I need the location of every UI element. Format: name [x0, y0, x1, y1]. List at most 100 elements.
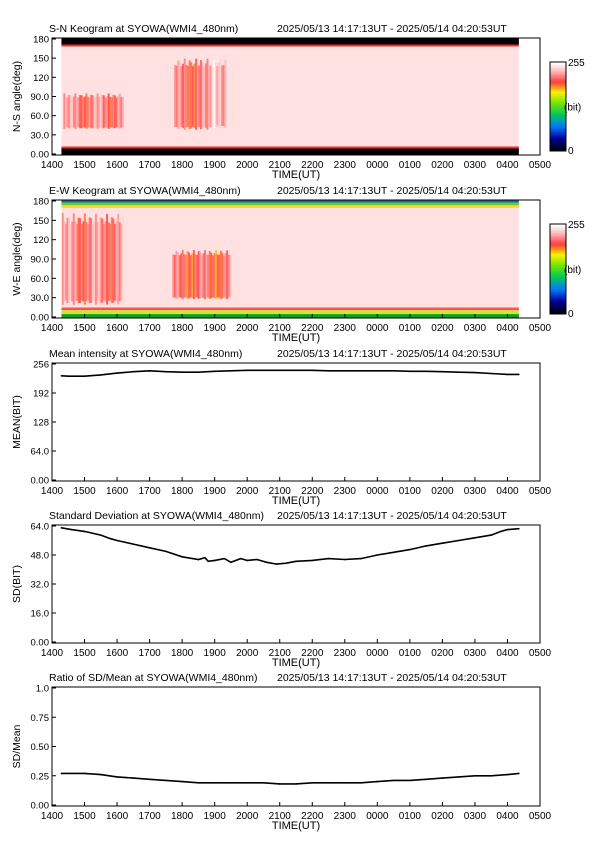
- aurora-streak: [224, 253, 227, 299]
- aurora-streak: [201, 62, 204, 129]
- x-axis-label: TIME(UT): [272, 820, 320, 832]
- x-tick-label: 2000: [236, 811, 259, 822]
- aurora-streak: [188, 60, 191, 130]
- data-point: [518, 772, 520, 775]
- aurora-streak: [219, 59, 222, 129]
- colorbar-step: [550, 132, 566, 135]
- colorbar-step: [550, 100, 566, 103]
- data-point: [132, 543, 135, 545]
- colorbar-step: [550, 109, 566, 112]
- data-point: [500, 530, 502, 533]
- aurora-streak: [106, 213, 109, 305]
- data-point: [295, 783, 297, 785]
- x-tick-label: 1900: [204, 486, 227, 497]
- aurora-streak: [186, 251, 189, 299]
- colorbar-step: [550, 236, 566, 239]
- time-axis: 1400 1500 1600 1700 1800 1900 2000 2100 2200 2300…: [41, 477, 552, 507]
- data-point: [392, 369, 395, 372]
- colorbar-step: [550, 119, 566, 121]
- x-tick-label: 1700: [138, 160, 161, 171]
- x-axis-label: TIME(UT): [272, 495, 320, 507]
- aurora-streak: [74, 221, 77, 302]
- y-axis: 0.00 64.0 128 192 256 MEAN(BIT): [11, 360, 56, 487]
- data-point: [506, 373, 509, 376]
- x-tick-label: 1600: [106, 811, 129, 822]
- data-point: [344, 558, 346, 561]
- colorbar-step: [550, 274, 566, 277]
- y-tick-label: 48.0: [31, 551, 50, 562]
- colorbar-step: [550, 232, 566, 235]
- data-point: [311, 559, 314, 562]
- colorbar-step: [550, 246, 566, 249]
- aurora-streak: [175, 65, 178, 127]
- aurora-streak: [208, 65, 211, 128]
- x-tick-label: 0500: [529, 811, 552, 822]
- aurora-streak: [96, 93, 99, 129]
- data-point: [197, 371, 200, 373]
- x-tick-label: 2200: [301, 323, 324, 334]
- x-tick-label: 1600: [106, 323, 129, 334]
- aurora-streak: [221, 252, 224, 299]
- colorbar-step: [550, 229, 566, 232]
- x-tick-label: 1400: [41, 323, 64, 334]
- y-tick-label: 90.0: [31, 255, 50, 266]
- y-tick-label: 150: [33, 54, 49, 65]
- colorbar-step: [550, 78, 566, 81]
- aurora-streak: [114, 95, 116, 129]
- y-axis: 0.00 0.25 0.50 0.75 1.0 SD/Mean: [11, 684, 56, 812]
- colorbar-step: [550, 304, 566, 307]
- y-axis: 0.00 30.0 60.0 90.0 120 150 180 W-E angle(deg): [11, 197, 56, 324]
- colorbar-step: [550, 130, 566, 133]
- data-point: [327, 557, 330, 560]
- y-tick-label: 90.0: [31, 92, 50, 103]
- time-range-label: 2025/05/13 14:17:13UT - 2025/05/14 04:20…: [277, 348, 507, 360]
- colorbar-step: [550, 127, 566, 130]
- y-tick-label: 0.00: [31, 638, 50, 649]
- colorbar-step: [550, 121, 566, 124]
- aurora-streak: [200, 255, 203, 298]
- colorbar-step: [550, 247, 566, 250]
- colorbar-step: [550, 141, 566, 144]
- aurora-streak: [180, 253, 183, 298]
- data-point: [425, 778, 427, 781]
- x-tick-label: 2200: [301, 648, 324, 659]
- data-point: [474, 371, 476, 374]
- data-point: [425, 545, 427, 547]
- aurora-streak: [218, 254, 221, 298]
- colorbar-step: [550, 285, 566, 288]
- x-tick-label: 0000: [366, 486, 389, 497]
- data-point: [67, 375, 70, 378]
- y-tick-label: 64.0: [31, 447, 50, 458]
- data-point: [116, 539, 118, 542]
- x-tick-label: 1800: [171, 160, 194, 171]
- aurora-streak: [102, 223, 105, 301]
- colorbar-step: [550, 138, 566, 141]
- data-point: [165, 550, 167, 553]
- colorbar-step: [550, 106, 566, 109]
- aurora-streak: [229, 254, 232, 298]
- colorbar-step: [550, 124, 566, 127]
- data-point: [230, 781, 232, 784]
- colorbar-step: [550, 238, 566, 240]
- colorbar-step: [550, 148, 566, 151]
- colorbar-unit-label: (bit): [564, 103, 581, 114]
- data-point: [295, 369, 297, 372]
- aurora-streak: [198, 65, 201, 128]
- keogram-edge-band: [61, 205, 519, 208]
- y-tick-label: 16.0: [31, 609, 50, 620]
- aurora-streak: [110, 97, 113, 128]
- aurora-streak: [63, 93, 66, 129]
- colorbar-step: [550, 85, 566, 88]
- x-tick-label: 1800: [171, 811, 194, 822]
- x-tick-label: 0000: [366, 811, 389, 822]
- plot-frame: [51, 362, 541, 482]
- chart-title: E-W Keogram at SYOWA(WMI4_480nm): [49, 185, 241, 197]
- plot-frame: [51, 686, 541, 807]
- colorbar-step: [550, 117, 566, 120]
- x-tick-label: 1700: [138, 648, 161, 659]
- x-tick-label: 2000: [236, 486, 259, 497]
- x-tick-label: 0400: [496, 486, 519, 497]
- x-tick-label: 0300: [464, 811, 487, 822]
- data-point: [262, 369, 265, 372]
- colorbar-step: [550, 295, 566, 298]
